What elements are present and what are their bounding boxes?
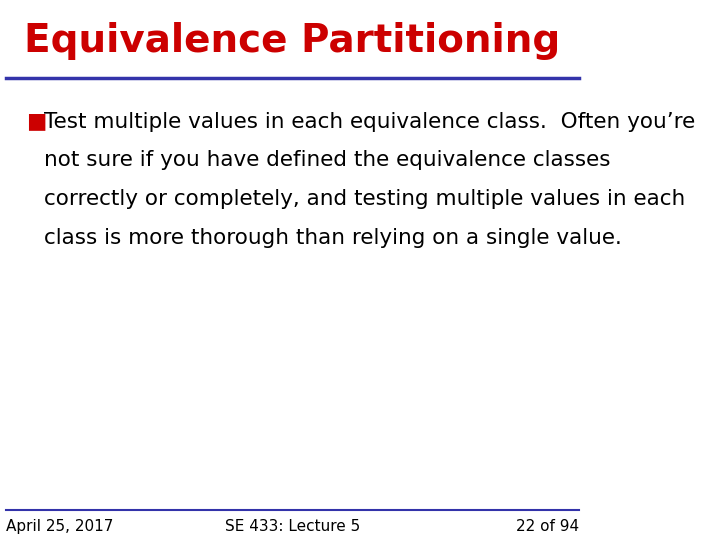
- Text: 22 of 94: 22 of 94: [516, 519, 579, 534]
- Text: class is more thorough than relying on a single value.: class is more thorough than relying on a…: [44, 228, 622, 248]
- Text: not sure if you have defined the equivalence classes: not sure if you have defined the equival…: [44, 150, 611, 171]
- Text: Test multiple values in each equivalence class.  Often you’re: Test multiple values in each equivalence…: [44, 111, 695, 132]
- Text: ■: ■: [27, 111, 47, 132]
- Text: SE 433: Lecture 5: SE 433: Lecture 5: [225, 519, 360, 534]
- Text: April 25, 2017: April 25, 2017: [6, 519, 113, 534]
- Text: Equivalence Partitioning: Equivalence Partitioning: [24, 22, 561, 59]
- Text: correctly or completely, and testing multiple values in each: correctly or completely, and testing mul…: [44, 189, 685, 210]
